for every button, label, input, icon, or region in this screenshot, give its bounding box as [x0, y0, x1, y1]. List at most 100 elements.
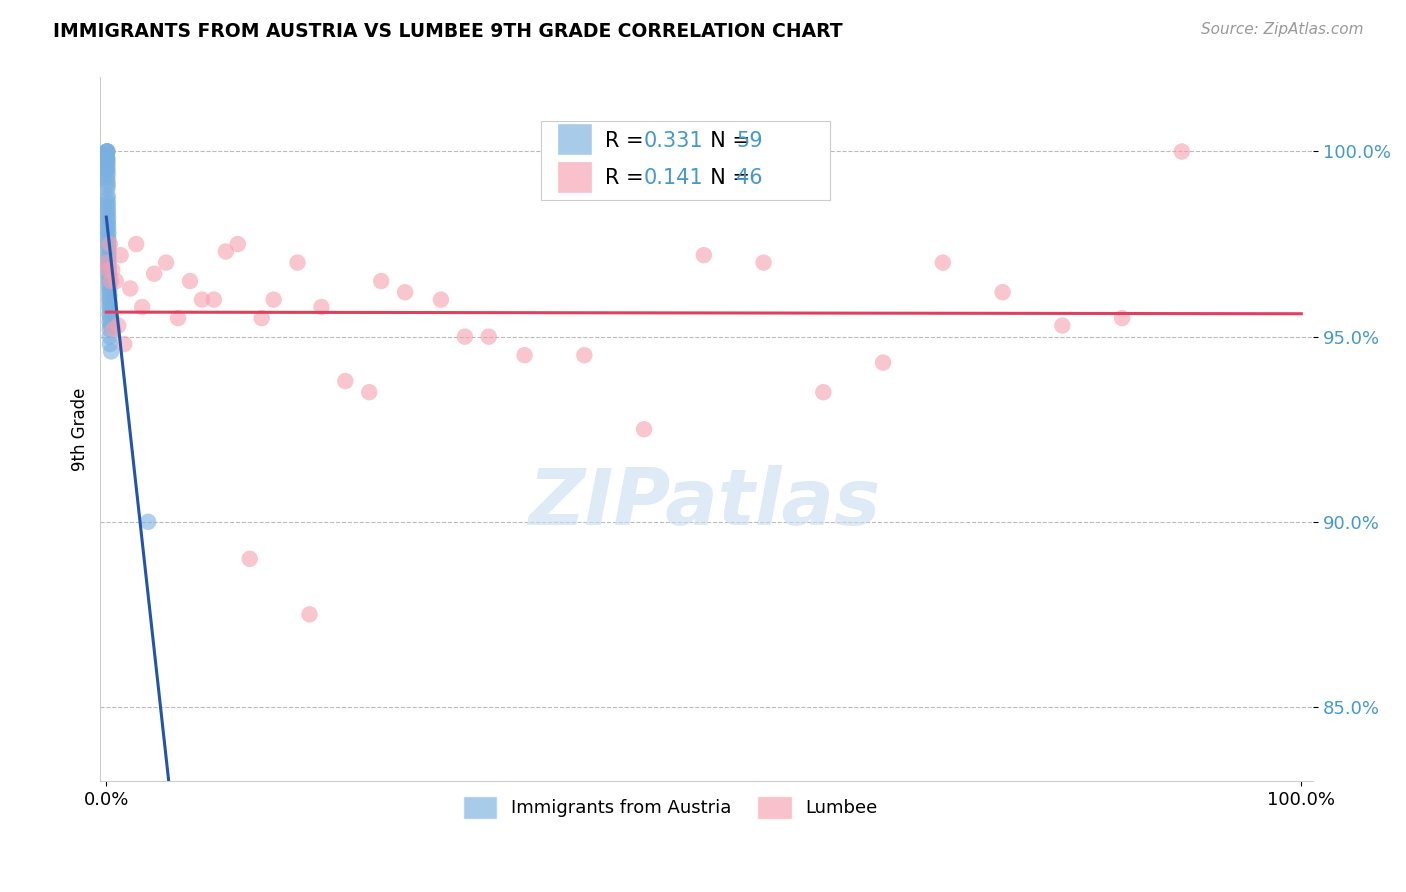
Text: 46: 46 — [737, 169, 763, 188]
Legend: Immigrants from Austria, Lumbee: Immigrants from Austria, Lumbee — [457, 789, 884, 825]
Text: R =: R = — [606, 169, 651, 188]
Point — [1052, 318, 1074, 333]
Point — [96, 145, 118, 159]
Point — [1171, 145, 1194, 159]
Point — [359, 385, 381, 400]
Point — [454, 329, 477, 343]
Point — [103, 322, 125, 336]
Point — [96, 174, 118, 188]
Point — [98, 311, 121, 326]
Point — [104, 274, 127, 288]
Point — [97, 277, 120, 292]
Y-axis label: 9th Grade: 9th Grade — [72, 387, 89, 471]
Point — [263, 293, 285, 307]
Point — [96, 145, 118, 159]
Point — [191, 293, 214, 307]
Point — [131, 300, 153, 314]
Point — [298, 607, 321, 622]
Point — [97, 263, 120, 277]
Point — [97, 252, 120, 266]
Point — [97, 167, 120, 181]
Text: Source: ZipAtlas.com: Source: ZipAtlas.com — [1201, 22, 1364, 37]
Point — [215, 244, 238, 259]
Point — [143, 267, 166, 281]
Point — [136, 515, 159, 529]
Point — [96, 155, 118, 169]
Point — [97, 274, 120, 288]
Point — [872, 355, 894, 369]
Point — [97, 263, 120, 277]
Point — [98, 281, 121, 295]
Point — [112, 337, 135, 351]
Point — [97, 207, 120, 221]
Point — [96, 148, 118, 162]
Point — [97, 196, 120, 211]
Point — [97, 226, 120, 240]
Point — [98, 329, 121, 343]
Point — [226, 237, 249, 252]
Point — [813, 385, 835, 400]
Point — [430, 293, 453, 307]
Point — [394, 285, 416, 300]
Point — [97, 233, 120, 247]
Point — [110, 248, 132, 262]
Point — [96, 152, 118, 166]
Point — [633, 422, 655, 436]
Point — [96, 159, 118, 173]
Point — [98, 315, 121, 329]
Text: N =: N = — [697, 169, 756, 188]
Point — [96, 152, 118, 166]
Point — [97, 244, 120, 259]
Point — [97, 203, 120, 218]
Point — [370, 274, 392, 288]
Point — [96, 193, 118, 207]
Point — [97, 255, 120, 269]
Text: 59: 59 — [737, 130, 763, 151]
Point — [98, 293, 121, 307]
Point — [96, 145, 118, 159]
Text: 0.331: 0.331 — [644, 130, 703, 151]
Point — [100, 318, 122, 333]
Point — [97, 219, 120, 233]
Point — [202, 293, 225, 307]
Point — [100, 344, 122, 359]
Point — [96, 255, 118, 269]
Point — [96, 145, 118, 159]
Point — [100, 274, 122, 288]
Point — [335, 374, 357, 388]
Point — [96, 163, 118, 178]
Point — [97, 229, 120, 244]
Point — [97, 200, 120, 214]
Text: R =: R = — [606, 130, 651, 151]
Point — [478, 329, 501, 343]
Point — [97, 237, 120, 252]
Point — [120, 281, 142, 295]
Point — [97, 211, 120, 226]
Point — [96, 155, 118, 169]
Text: IMMIGRANTS FROM AUSTRIA VS LUMBEE 9TH GRADE CORRELATION CHART: IMMIGRANTS FROM AUSTRIA VS LUMBEE 9TH GR… — [53, 22, 844, 41]
Point — [97, 260, 120, 274]
Point — [97, 178, 120, 192]
Point — [125, 237, 148, 252]
Text: 0.141: 0.141 — [644, 169, 703, 188]
Point — [97, 222, 120, 236]
Point — [96, 163, 118, 178]
Point — [513, 348, 536, 362]
Point — [574, 348, 596, 362]
Text: ZIPatlas: ZIPatlas — [527, 466, 880, 541]
Point — [96, 145, 118, 159]
Point — [98, 300, 121, 314]
Point — [98, 289, 121, 303]
Point — [107, 318, 129, 333]
Point — [932, 255, 955, 269]
Point — [311, 300, 333, 314]
Point — [97, 215, 120, 229]
Point — [98, 296, 121, 310]
Point — [96, 170, 118, 185]
Point — [239, 551, 262, 566]
Point — [693, 248, 716, 262]
Point — [97, 267, 120, 281]
Point — [250, 311, 273, 326]
Point — [97, 241, 120, 255]
Text: N =: N = — [697, 130, 756, 151]
